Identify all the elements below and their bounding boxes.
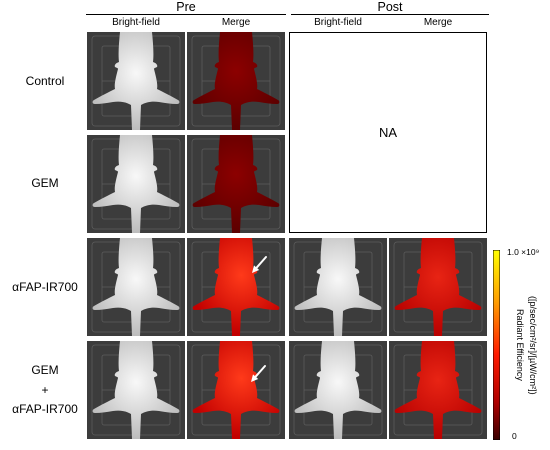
- post-header: Post: [291, 0, 489, 15]
- panel-image: [87, 341, 185, 439]
- column-header-pre-bright-field: Bright-field: [112, 17, 160, 28]
- panel-image: [389, 238, 487, 336]
- panel-image: [289, 341, 387, 439]
- panel-gem-pre-merge: [187, 135, 285, 233]
- panel-image: [389, 341, 487, 439]
- panel-gem-afap-ir700-post-merge: [389, 341, 487, 439]
- panel-image: [187, 238, 285, 336]
- panel-afap-ir700-post-merge: [389, 238, 487, 336]
- colorbar-max-label: 1.0 ×10⁹: [507, 247, 540, 257]
- panel-control-pre-bright-field: [87, 32, 185, 130]
- panel-gem-afap-ir700-pre-bright-field: [87, 341, 185, 439]
- colorbar-unit: ([p/sec/cm²/sr]/[µW/cm²]): [528, 295, 538, 395]
- panel-image: [87, 238, 185, 336]
- column-header-post-bright-field: Bright-field: [314, 17, 362, 28]
- panel-image: [87, 135, 185, 233]
- pre-header: Pre: [86, 0, 286, 15]
- panel-image: [187, 135, 285, 233]
- row-label-line: +: [41, 382, 49, 397]
- colorbar-gradient: [493, 250, 500, 440]
- colorbar-min-label: 0: [512, 431, 517, 441]
- column-header-post-merge: Merge: [423, 17, 453, 28]
- row-label-gem-plus-afap-ir700: GEM + αFAP-IR700: [0, 361, 90, 420]
- row-label-line: GEM: [31, 363, 59, 377]
- row-label-control: Control: [25, 74, 65, 88]
- panel-afap-ir700-pre-merge: [187, 238, 285, 336]
- column-header-pre-merge: Merge: [221, 17, 251, 28]
- row-label-line: αFAP-IR700: [12, 402, 78, 416]
- panel-gem-afap-ir700-pre-merge: [187, 341, 285, 439]
- panel-control-pre-merge: [187, 32, 285, 130]
- panel-afap-ir700-post-bright-field: [289, 238, 387, 336]
- panel-image: [289, 238, 387, 336]
- row-label-afap-ir700: αFAP-IR700: [12, 280, 78, 294]
- row-label-gem: GEM: [31, 176, 59, 190]
- panel-image: [187, 341, 285, 439]
- panel-afap-ir700-pre-bright-field: [87, 238, 185, 336]
- panel-image: [87, 32, 185, 130]
- panel-image: [187, 32, 285, 130]
- panel-gem-afap-ir700-post-bright-field: [289, 341, 387, 439]
- panel-gem-pre-bright-field: [87, 135, 185, 233]
- colorbar-title: Radiant Efficiency: [515, 309, 525, 381]
- not-available-box: NA: [289, 32, 487, 233]
- colorbar: [493, 250, 500, 440]
- not-available-label: NA: [378, 125, 398, 140]
